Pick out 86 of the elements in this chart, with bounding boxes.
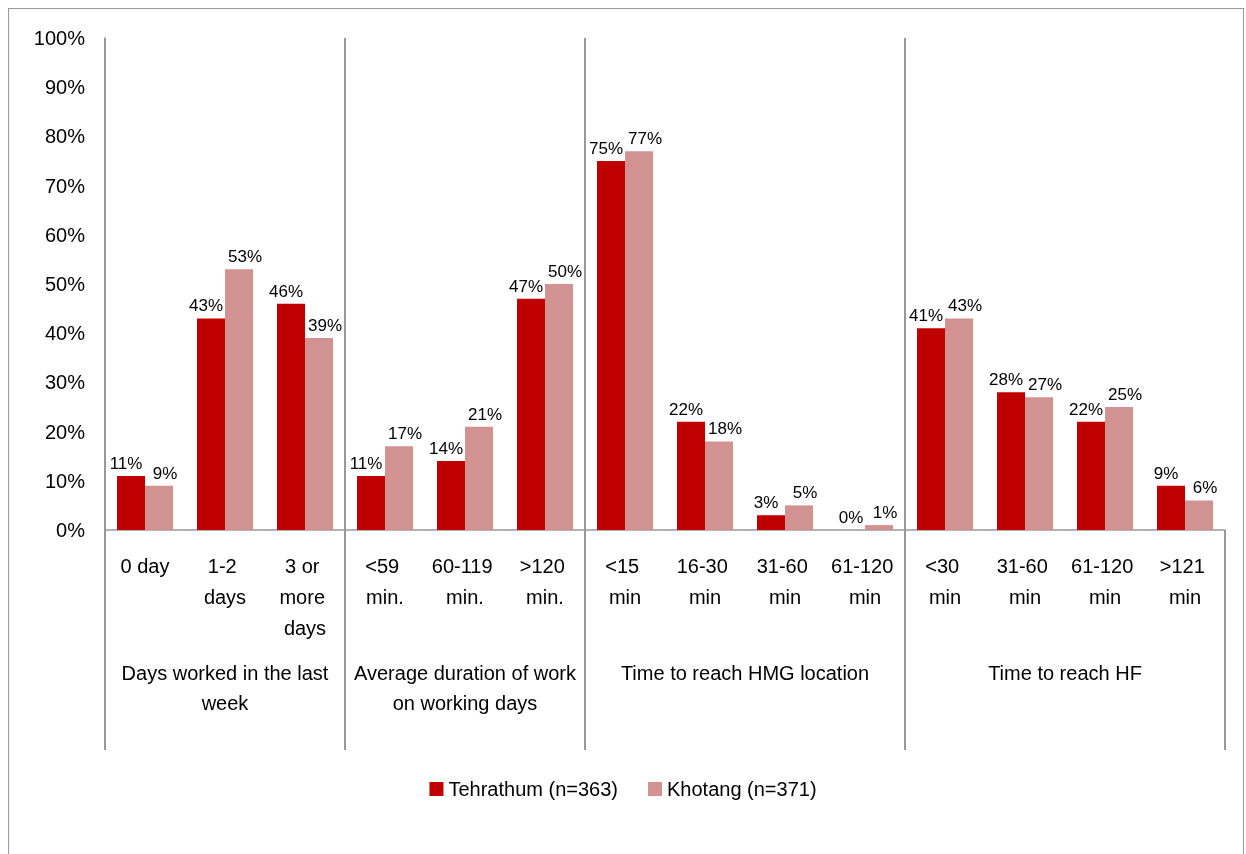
bar: [145, 485, 173, 530]
bar: [597, 161, 625, 530]
data-label: 28%: [988, 370, 1024, 390]
x-tick-label: 1-2 days: [203, 554, 247, 608]
bar: [705, 441, 733, 530]
data-label: 11%: [349, 453, 383, 473]
bar: [757, 515, 785, 530]
data-label: 11%: [109, 453, 143, 473]
x-tick-label: 16-30 min: [676, 554, 734, 608]
x-tick-label: 61-120 min: [1071, 554, 1139, 608]
legend-label: Tehrathum (n=363): [448, 778, 618, 800]
data-label: 39%: [307, 316, 343, 336]
bar: [917, 328, 945, 530]
data-label: 27%: [1027, 375, 1063, 395]
y-tick-label: 90%: [44, 76, 86, 99]
data-label: 25%: [1107, 385, 1143, 404]
data-label: 41%: [908, 306, 944, 326]
bar: [357, 475, 385, 530]
data-label: 22%: [668, 399, 704, 419]
bar: [305, 338, 333, 530]
bar: [385, 446, 413, 530]
x-tick-label: >121 min: [1159, 554, 1211, 608]
data-label: 43%: [188, 296, 224, 316]
bar: [677, 421, 705, 530]
data-label: 47%: [508, 276, 544, 296]
bar: [225, 269, 253, 530]
data-label: 9%: [1153, 463, 1179, 483]
y-tick-label: 30%: [44, 371, 86, 394]
bar: [545, 284, 573, 530]
bar: [785, 505, 813, 530]
data-label: 3%: [753, 493, 779, 513]
bar: [437, 461, 465, 530]
x-axis-title: Days worked in the last week: [120, 661, 330, 716]
data-label: 14%: [428, 439, 464, 459]
bar: [1105, 407, 1133, 530]
bar: [465, 426, 493, 530]
legend-label: Khotang (n=371): [666, 778, 817, 800]
data-label: 9%: [152, 463, 178, 483]
x-tick-label: 61-120 min: [831, 554, 899, 608]
x-tick-label: <15 min: [605, 554, 645, 608]
data-label: 53%: [227, 247, 263, 267]
y-tick-label: 80%: [44, 125, 86, 148]
bar: [277, 303, 305, 530]
data-label: 18%: [707, 419, 743, 439]
x-tick-label: 3 or more days: [279, 554, 331, 639]
bar: [117, 475, 145, 530]
data-label: 6%: [1192, 478, 1218, 498]
bar: [1077, 421, 1105, 530]
x-axis-title: Time to reach HF: [987, 661, 1143, 686]
y-tick-label: 10%: [44, 469, 86, 492]
data-label: 46%: [268, 281, 304, 301]
y-tick-label: 70%: [44, 174, 86, 197]
data-label: 77%: [627, 129, 663, 149]
x-tick-label: >120 min.: [519, 554, 571, 608]
data-label: 17%: [387, 424, 423, 444]
x-tick-label: 60-119 min.: [431, 554, 499, 608]
y-tick-label: 50%: [44, 273, 86, 295]
y-tick-label: 40%: [44, 322, 86, 345]
y-tick-label: 100%: [33, 27, 86, 49]
data-label: 0%: [838, 508, 864, 527]
bar: [517, 298, 545, 530]
x-tick-label: 31-60 min: [996, 554, 1054, 608]
bar: [625, 151, 653, 530]
x-tick-label: 0 day: [120, 554, 170, 577]
x-tick-label: 31-60 min: [756, 554, 814, 608]
data-label: 5%: [792, 483, 818, 503]
bar: [997, 392, 1025, 530]
bar: [1185, 500, 1213, 530]
data-label: 50%: [547, 262, 583, 281]
data-label: 22%: [1068, 399, 1104, 419]
x-axis-title: Average duration of work on working days: [353, 661, 577, 716]
y-tick-label: 0%: [56, 519, 86, 541]
data-label: 75%: [588, 139, 624, 158]
bar: [197, 318, 225, 530]
data-label: 21%: [467, 404, 503, 424]
y-tick-label: 20%: [44, 420, 86, 443]
x-axis-title: Time to reach HMG location: [619, 661, 871, 686]
bar: [945, 318, 973, 530]
y-tick-label: 60%: [44, 223, 86, 246]
bar: [1157, 485, 1185, 530]
bar: [865, 525, 893, 530]
x-tick-label: <59 min.: [365, 554, 405, 608]
x-tick-label: <30 min: [925, 554, 965, 608]
bar: [1025, 397, 1053, 530]
data-label: 43%: [947, 296, 983, 316]
data-label: 1%: [872, 503, 898, 523]
